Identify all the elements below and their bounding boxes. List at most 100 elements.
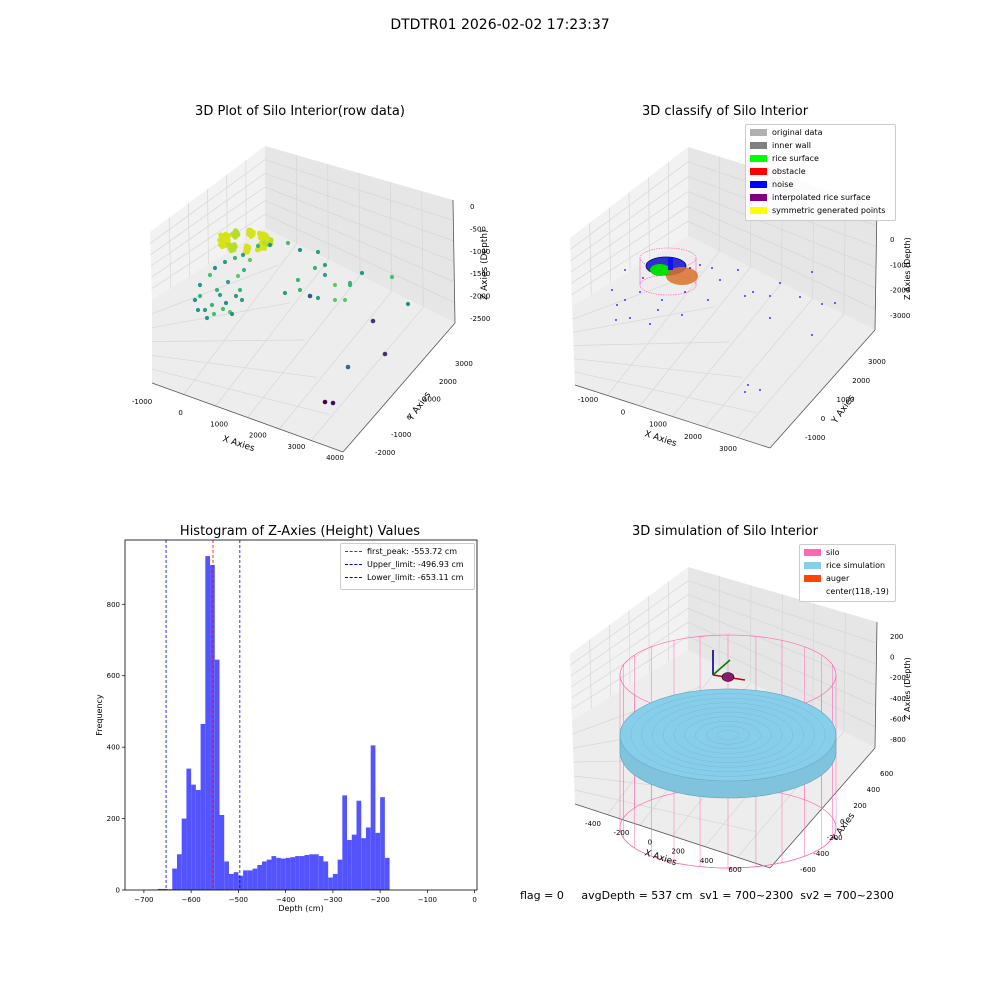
rice-mesh-ring	[641, 698, 815, 772]
hist-bar	[375, 832, 381, 890]
raw3d-point	[332, 297, 338, 303]
hist-bar	[162, 888, 168, 890]
raw3d-zlabel: Z Axies (Depth)	[480, 229, 490, 300]
classify3d-noise-point	[744, 391, 746, 393]
hist-bar	[318, 856, 324, 890]
grid-line	[704, 298, 813, 428]
classify3d-ztick: -1000	[890, 261, 910, 269]
raw3d-point	[370, 318, 376, 324]
classify3d-noise-point	[615, 319, 617, 321]
raw3d-point	[322, 399, 328, 405]
raw3d-point	[322, 262, 328, 268]
raw3d-ytick: 0	[407, 413, 411, 421]
raw3d-point	[225, 279, 231, 285]
raw3d-point	[315, 249, 321, 255]
hist-bar	[280, 858, 286, 890]
grid-line	[150, 173, 266, 255]
sim3d-ytick: -400	[813, 850, 829, 858]
grid-line	[570, 191, 689, 273]
classify3d-noise-point	[769, 317, 771, 319]
grid-line	[151, 354, 318, 378]
hist-bar	[191, 784, 196, 890]
pane-left	[150, 146, 265, 300]
legend-item: Lower_limit: -653.11 cm	[341, 571, 474, 584]
hist-ytick-label: 0	[116, 887, 120, 895]
hist-xtick-label: −200	[371, 896, 390, 904]
raw3d-point	[211, 311, 217, 317]
status-line: flag = 0 avgDepth = 537 cm sv1 = 700~230…	[520, 889, 894, 902]
classify3d-noise-point	[681, 314, 683, 316]
raw3d-point	[345, 364, 351, 370]
raw3d-point	[405, 301, 411, 307]
raw3d-point	[207, 272, 213, 278]
hist-xtick-label: −100	[418, 896, 437, 904]
hist-bar	[285, 857, 291, 890]
grid-line	[151, 339, 305, 342]
raw3d-point	[209, 302, 215, 308]
legend-swatch	[750, 168, 767, 175]
hist-bar	[323, 861, 329, 890]
classify3d-noise-point	[834, 302, 836, 304]
sim3d-xtick: 400	[700, 857, 713, 865]
z-axis-line	[452, 199, 456, 324]
raw3d-point	[224, 237, 230, 244]
hist-bar	[176, 854, 182, 890]
legend-label: interpolated rice surface	[772, 193, 871, 202]
raw3d-point	[389, 274, 395, 280]
hist-bar	[337, 859, 343, 890]
raw3d-point	[297, 287, 303, 293]
classify3d-ytick: 2000	[852, 377, 870, 385]
classify3d-noise-point	[629, 317, 631, 319]
sim3d-ytick: 0	[840, 818, 844, 826]
grid-line	[247, 275, 361, 418]
classify3d-noise-point	[611, 289, 613, 291]
hist-bar	[247, 870, 253, 890]
grid-line	[151, 214, 266, 289]
grid-line	[687, 635, 876, 728]
y-axis-line	[342, 322, 456, 453]
hist-bar	[313, 854, 319, 890]
x-axis-line	[151, 382, 344, 453]
hist-bar	[384, 857, 390, 890]
classify3d-noise-point	[699, 264, 701, 266]
raw3d-point	[232, 255, 238, 261]
legend-label: inner wall	[772, 141, 812, 150]
raw3d-point	[235, 273, 241, 279]
legend-item: rice surface	[746, 152, 895, 165]
classify3d-noise-point	[661, 299, 663, 301]
classify3d-zlabel: Z Axies (Depth)	[903, 237, 912, 300]
classify3d-ytick: 3000	[868, 358, 886, 366]
grid-line	[264, 200, 455, 283]
raw3d-title: 3D Plot of Silo Interior(row data)	[195, 104, 405, 119]
y-axis-line	[769, 747, 876, 869]
hist-bar	[181, 818, 187, 890]
classify3d-noise-point	[624, 269, 626, 271]
hist-bar	[200, 723, 206, 890]
grid-line	[264, 186, 455, 262]
grid-line	[215, 259, 329, 407]
classify3d-rice-patch	[650, 264, 670, 276]
legend-swatch	[750, 207, 767, 214]
legend-swatch	[804, 549, 821, 556]
raw3d-point	[330, 400, 336, 406]
hist-legend: first_peak: -553.72 cm Upper_limit: -496.…	[340, 543, 475, 590]
hist-bar	[290, 857, 296, 890]
raw3d-point	[220, 306, 226, 312]
grid-line	[264, 173, 454, 242]
hist-bar	[304, 855, 310, 890]
simulation3d-title: 3D simulation of Silo Interior	[632, 524, 818, 539]
hist-frame	[124, 539, 478, 891]
raw3d-point	[250, 231, 256, 238]
classify3d-xtick: -1000	[578, 396, 598, 404]
hist-bar	[219, 815, 225, 890]
sim3d-xtick: 600	[728, 866, 741, 874]
hist-bar	[262, 861, 267, 890]
auger-marker	[721, 672, 735, 682]
raw3d-ytick: -1000	[391, 431, 411, 439]
raw3d-ztick: -1500	[470, 270, 490, 278]
hist-bar	[172, 868, 177, 890]
grid-line	[183, 243, 297, 395]
grid-line	[737, 314, 845, 438]
legend-item: rice simulation	[800, 559, 895, 572]
